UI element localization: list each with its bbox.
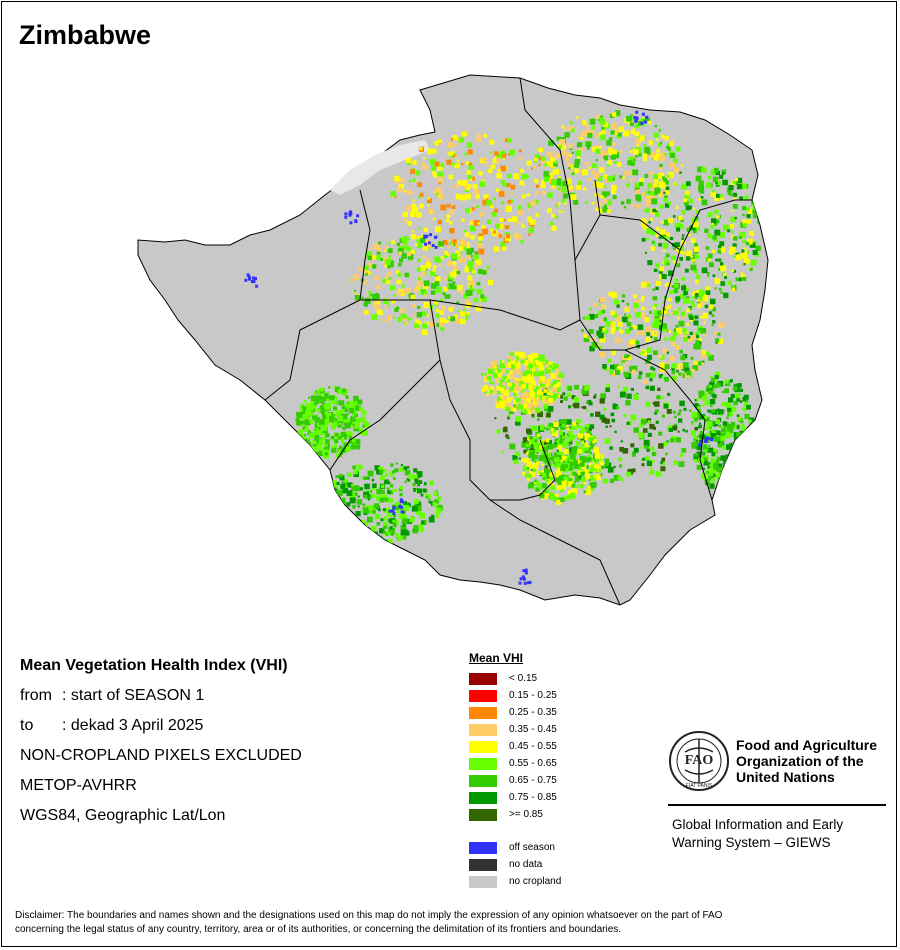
info-to-row: to : dekad 3 April 2025 — [20, 716, 302, 746]
info-from-row: from : start of SEASON 1 — [20, 686, 302, 716]
map-title: Zimbabwe — [19, 20, 152, 50]
info-heading: Mean Vegetation Health Index (VHI) — [20, 657, 288, 674]
legend-special-swatch — [469, 858, 497, 871]
giews-line-2: Warning System – GIEWS — [672, 835, 831, 850]
info-from-value: : start of SEASON 1 — [62, 687, 205, 704]
fao-org-name: Food and Agriculture Organization of the… — [736, 737, 877, 785]
province-boundaries — [264, 77, 752, 606]
legend-special-label: no cropland — [509, 876, 562, 887]
giews-line-1: Global Information and Early — [672, 817, 844, 832]
legend-class-item: 0.75 - 0.85 — [469, 789, 561, 806]
legend-title: Mean VHI — [469, 651, 524, 665]
vegetation-layer — [244, 110, 761, 585]
legend-special-label: no data — [509, 859, 543, 870]
fao-logo-text: FAO — [685, 753, 714, 768]
info-to-label: to — [20, 717, 34, 734]
legend-special-swatch — [469, 875, 497, 888]
legend-special-item: no cropland — [469, 873, 561, 890]
legend-class-swatch — [469, 723, 497, 736]
info-to-value: : dekad 3 April 2025 — [62, 717, 204, 734]
legend-class-label: 0.35 - 0.45 — [509, 724, 557, 735]
legend-class-label: 0.55 - 0.65 — [509, 758, 557, 769]
legend-class-label: 0.75 - 0.85 — [509, 792, 557, 803]
legend-class-swatch — [469, 808, 497, 821]
legend-class-label: < 0.15 — [509, 673, 538, 684]
legend-class-item: >= 0.85 — [469, 806, 561, 823]
legend-class-swatch — [469, 706, 497, 719]
legend-class-item: 0.55 - 0.65 — [469, 755, 561, 772]
legend-special: off season no data no cropland — [469, 839, 561, 890]
fao-branding: FAO FIAT PANIS Food and Agriculture Orga… — [668, 730, 890, 852]
legend-class-swatch — [469, 791, 497, 804]
lake-kariba — [330, 140, 430, 195]
legend-class-label: 0.65 - 0.75 — [509, 775, 557, 786]
fao-logo: FAO FIAT PANIS — [669, 731, 729, 791]
disclaimer-line-2: concerning the legal status of any count… — [15, 924, 622, 935]
disclaimer: Disclaimer: The boundaries and names sho… — [15, 909, 885, 937]
fao-org-line-2: Organization of the — [736, 753, 864, 769]
legend-class-item: 0.15 - 0.25 — [469, 687, 561, 704]
legend-class-item: 0.45 - 0.55 — [469, 738, 561, 755]
legend-classes: < 0.15 0.15 - 0.25 0.25 - 0.35 0.35 - 0.45 0… — [469, 670, 561, 823]
fao-divider — [668, 804, 886, 806]
legend: Mean VHI < 0.15 0.15 - 0.25 0.25 - 0.35 0.3… — [469, 651, 561, 890]
fao-logo-motto: FIAT PANIS — [686, 783, 713, 789]
legend-class-item: 0.65 - 0.75 — [469, 772, 561, 789]
legend-class-label: 0.25 - 0.35 — [509, 707, 557, 718]
legend-class-swatch — [469, 774, 497, 787]
fao-org-line-3: United Nations — [736, 769, 835, 785]
info-line-5: WGS84, Geographic Lat/Lon — [20, 807, 226, 824]
legend-special-item: no data — [469, 856, 561, 873]
legend-class-swatch — [469, 689, 497, 702]
info-from-label: from — [20, 687, 52, 704]
legend-class-item: < 0.15 — [469, 670, 561, 687]
legend-special-swatch — [469, 841, 497, 854]
info-line-3: NON-CROPLAND PIXELS EXCLUDED — [20, 747, 302, 764]
disclaimer-line-1: Disclaimer: The boundaries and names sho… — [15, 910, 723, 921]
info-panel: Mean Vegetation Health Index (VHI) from:… — [20, 656, 302, 836]
fao-org-line-1: Food and Agriculture — [736, 737, 878, 753]
legend-class-label: >= 0.85 — [509, 809, 543, 820]
legend-class-item: 0.35 - 0.45 — [469, 721, 561, 738]
legend-class-swatch — [469, 672, 497, 685]
legend-class-label: 0.45 - 0.55 — [509, 741, 557, 752]
legend-special-item: off season — [469, 839, 561, 856]
legend-class-swatch — [469, 740, 497, 753]
giews-name: Global Information and Early Warning Sys… — [672, 816, 890, 852]
country-map — [137, 74, 769, 606]
legend-class-label: 0.15 - 0.25 — [509, 690, 557, 701]
legend-special-label: off season — [509, 842, 555, 853]
legend-class-item: 0.25 - 0.35 — [469, 704, 561, 721]
info-line-4: METOP-AVHRR — [20, 777, 137, 794]
legend-class-swatch — [469, 757, 497, 770]
